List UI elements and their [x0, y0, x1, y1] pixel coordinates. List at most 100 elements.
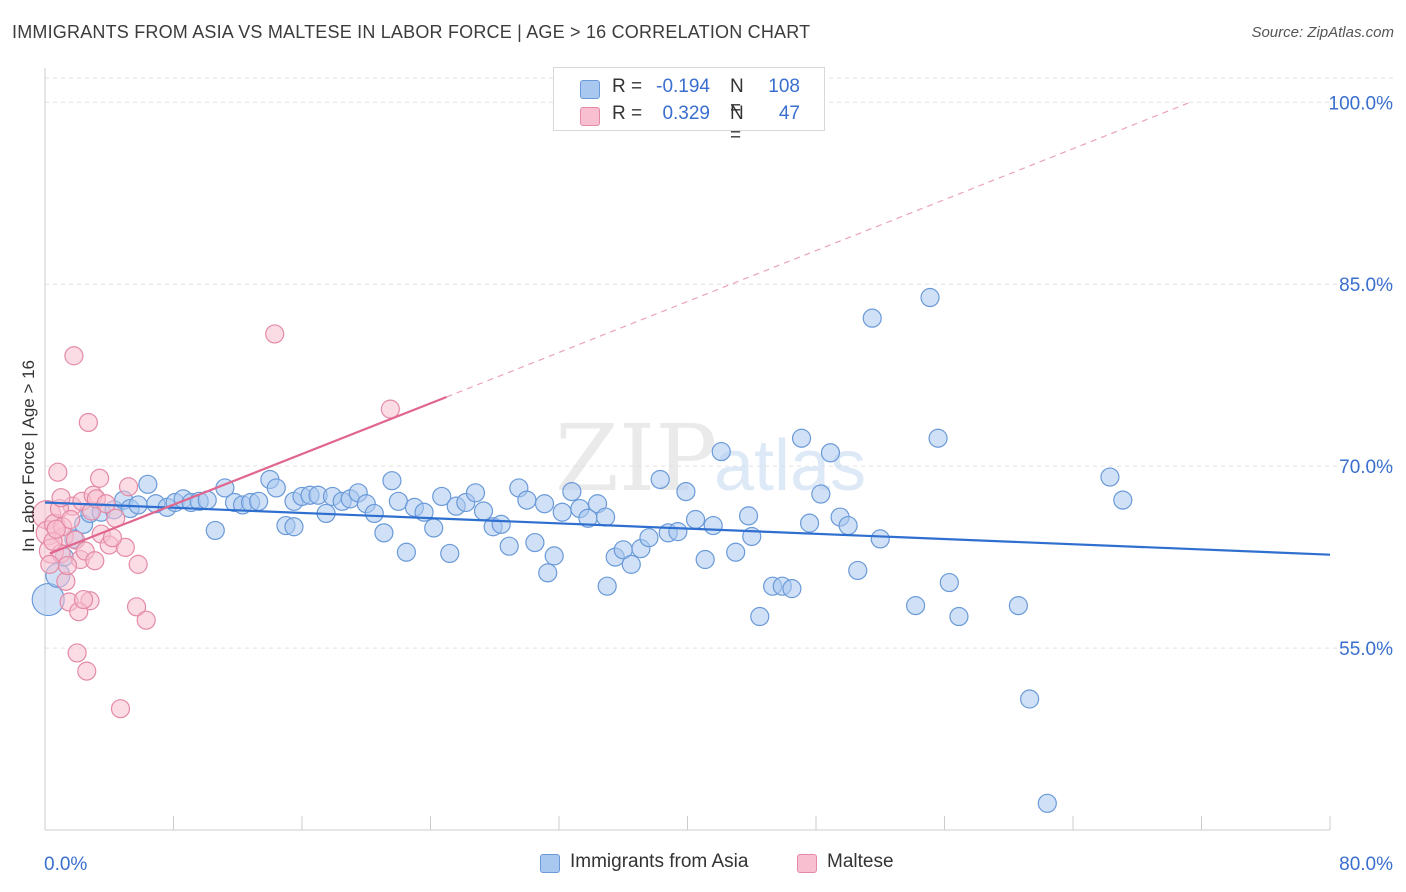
maltese-point — [48, 462, 68, 482]
asia-point — [782, 579, 802, 599]
bottom-legend-swatch-asia — [540, 854, 560, 873]
asia-point — [949, 606, 969, 627]
asia-point — [138, 474, 158, 494]
maltese-point — [64, 346, 84, 366]
y-tick-label: 85.0% — [1339, 275, 1393, 296]
asia-point — [668, 522, 688, 542]
maltese-point — [115, 537, 135, 557]
maltese-point — [46, 519, 66, 539]
tick-labels: 55.0% 70.0% 85.0% 100.0% 0.0% 80.0% — [44, 93, 1393, 875]
maltese-point — [265, 324, 285, 344]
legend-swatch-asia — [580, 80, 600, 99]
asia-point — [639, 528, 659, 548]
legend-r-label: R = — [612, 76, 643, 97]
asia-point — [538, 563, 558, 583]
bottom-legend-label-maltese: Maltese — [827, 851, 894, 872]
asia-point — [552, 502, 572, 522]
asia-point — [905, 596, 926, 616]
asia-point — [544, 546, 564, 566]
asia-point — [928, 428, 948, 448]
asia-point — [597, 576, 617, 596]
legend-r-value: 0.329 — [662, 103, 710, 124]
asia-point — [374, 523, 394, 543]
legend-n-value: 108 — [768, 76, 800, 97]
asia-point — [465, 483, 486, 503]
x-tick-label: 0.0% — [44, 854, 87, 875]
asia-point — [432, 486, 452, 507]
asia-point — [848, 560, 868, 581]
maltese-point — [128, 554, 148, 574]
asia-point — [750, 606, 770, 627]
maltese-point — [57, 555, 78, 576]
legend-n-value: 47 — [778, 103, 800, 124]
asia-point — [838, 515, 858, 536]
asia-point — [811, 484, 831, 504]
asia-point — [920, 287, 940, 308]
y-tick-label: 70.0% — [1339, 457, 1393, 478]
asia-point — [650, 469, 670, 490]
chart-title: IMMIGRANTS FROM ASIA VS MALTESE IN LABOR… — [12, 22, 811, 42]
legend-n-label: N = — [730, 76, 744, 119]
asia-point — [820, 443, 841, 463]
asia-point — [499, 536, 519, 556]
asia-point — [595, 507, 616, 527]
asia-point — [517, 490, 537, 510]
asia-point — [1020, 689, 1040, 709]
asia-point — [491, 514, 511, 534]
maltese-point — [77, 661, 97, 681]
axes — [44, 68, 1331, 831]
asia-point — [1100, 467, 1120, 487]
maltese-point — [380, 399, 400, 419]
asia-point — [534, 494, 555, 514]
stats-legend: R = -0.194 N = 108 R = 0.329 N = 47 — [553, 67, 825, 146]
bottom-legend-label-asia: Immigrants from Asia — [570, 851, 749, 872]
maltese-point — [110, 699, 131, 719]
y-axis-label: In Labor Force | Age > 16 — [19, 360, 38, 552]
y-tick-label: 100.0% — [1329, 93, 1394, 114]
maltese-trend-extension — [446, 101, 1191, 398]
maltese-point — [118, 477, 139, 497]
asia-point — [396, 542, 417, 562]
asia-point — [799, 513, 820, 533]
trend-lines — [44, 101, 1331, 556]
asia-trend-line — [44, 501, 1331, 556]
maltese-point — [73, 589, 94, 610]
x-tick-label: 80.0% — [1339, 854, 1393, 875]
maltese-point — [56, 571, 76, 591]
asia-point — [939, 572, 959, 593]
asia-point — [266, 478, 286, 498]
asia-point — [703, 515, 723, 536]
asia-point — [249, 491, 269, 511]
asia-point — [364, 503, 384, 524]
asia-point — [676, 482, 696, 502]
maltese-point — [85, 551, 105, 571]
asia-point — [862, 308, 882, 328]
asia-point — [1113, 490, 1133, 510]
maltese-point — [90, 468, 110, 488]
watermark-atlas: atlas — [714, 426, 866, 506]
asia-point — [525, 532, 545, 553]
asia-point — [388, 491, 408, 511]
asia-point — [424, 518, 444, 538]
asia-point — [621, 554, 641, 574]
asia-point — [695, 549, 715, 570]
maltese-point — [40, 554, 60, 574]
source-credit: Source: ZipAtlas.com — [1251, 24, 1394, 41]
maltese-trend-line — [49, 395, 447, 555]
asia-point — [726, 542, 746, 562]
y-tick-label: 55.0% — [1339, 639, 1393, 660]
legend-r-label: R = — [612, 103, 643, 124]
maltese-point — [67, 643, 87, 663]
asia-point — [284, 517, 304, 537]
maltese-point — [136, 610, 156, 630]
asia-point — [562, 482, 582, 502]
watermark: ZIP atlas — [555, 405, 866, 512]
asia-point — [1037, 793, 1057, 813]
asia-point — [791, 428, 812, 448]
asia-point — [738, 506, 759, 526]
asia-point — [685, 509, 706, 530]
asia-point — [711, 441, 731, 462]
asia-point — [440, 543, 460, 564]
asia-point — [382, 471, 402, 491]
